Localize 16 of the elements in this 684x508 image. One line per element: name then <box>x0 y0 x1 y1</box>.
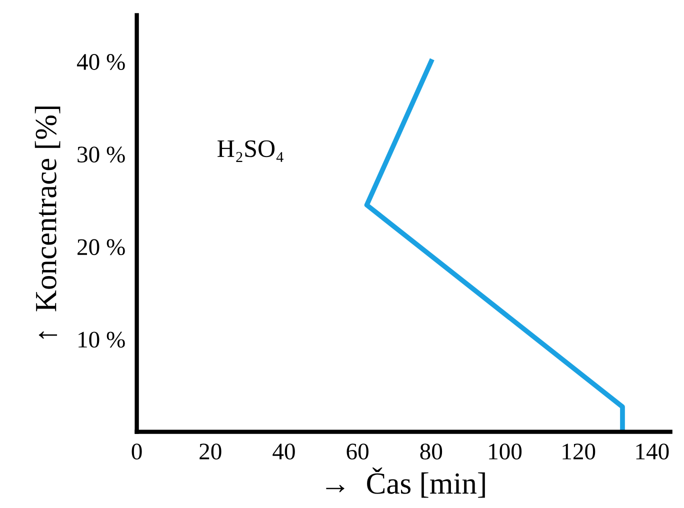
y-tick-label: 40 % <box>76 54 125 70</box>
x-tick-label: 0 <box>132 444 142 460</box>
y-tick-label: 20 % <box>78 239 125 256</box>
y-axis-title: ↑ Koncentrace [%] <box>34 106 60 339</box>
x-tick-label: 140 <box>636 444 669 460</box>
x-tick-label: 60 <box>346 444 368 460</box>
x-axis-title: → Čas [min] <box>326 467 485 498</box>
x-tick-label: 20 <box>200 444 222 460</box>
x-tick-label: 120 <box>562 444 596 460</box>
x-tick-label: 40 <box>272 444 295 460</box>
annotation: H₂SO₄ <box>218 140 284 162</box>
line-series <box>364 59 625 432</box>
y-tick-label: 30 % <box>78 146 125 163</box>
x-tick-label: 100 <box>489 444 522 460</box>
x-tick-label: 80 <box>420 444 442 460</box>
y-tick-label: 10 % <box>78 332 125 348</box>
